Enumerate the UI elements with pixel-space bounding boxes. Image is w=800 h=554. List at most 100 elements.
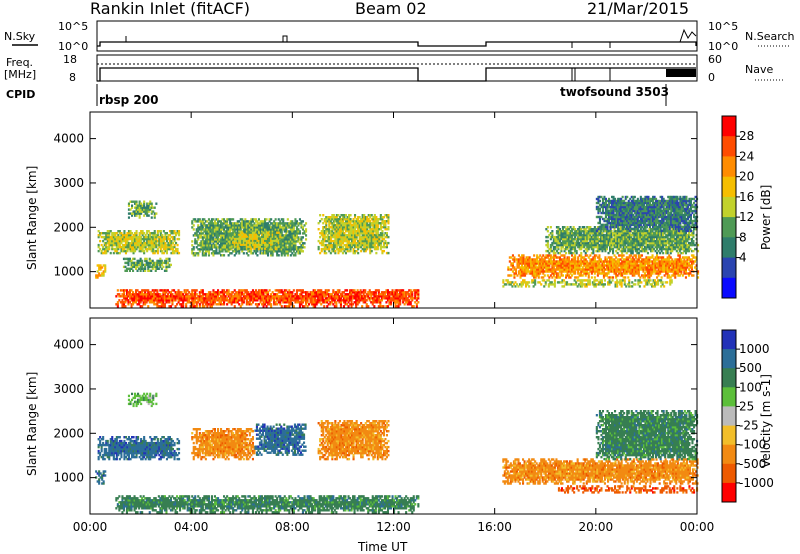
data-cell-1 bbox=[126, 233, 129, 237]
data-cell-0 bbox=[397, 297, 400, 300]
data-cell-0 bbox=[292, 297, 295, 300]
data-cell-0 bbox=[312, 301, 315, 304]
data-cell-0 bbox=[220, 297, 223, 300]
data-cell-5 bbox=[301, 250, 304, 253]
data-cell-4 bbox=[147, 214, 150, 217]
data-cell-0 bbox=[286, 301, 289, 304]
data-cell-1 bbox=[124, 243, 127, 247]
data-cell-0 bbox=[276, 303, 279, 306]
nsky-trace bbox=[97, 41, 697, 47]
data-cell-1 bbox=[115, 235, 118, 239]
data-cell-0 bbox=[192, 289, 195, 292]
data-cell-0 bbox=[414, 295, 417, 298]
data-cell-1 bbox=[121, 235, 124, 239]
data-cell-4 bbox=[135, 200, 138, 203]
data-cell-0 bbox=[371, 291, 374, 294]
data-cell-0 bbox=[377, 297, 380, 300]
data-cell-0 bbox=[153, 295, 156, 298]
data-cell-0 bbox=[207, 297, 210, 300]
data-cell-0 bbox=[177, 291, 180, 294]
data-cell-0 bbox=[185, 291, 188, 294]
data-cell-0 bbox=[390, 293, 393, 296]
data-cell-0 bbox=[355, 301, 358, 304]
data-cell-0 bbox=[301, 299, 304, 302]
data-cell-0 bbox=[402, 297, 405, 300]
data-cell-0 bbox=[297, 289, 300, 292]
data-cell-1 bbox=[117, 241, 120, 245]
data-cell-5 bbox=[274, 218, 277, 221]
data-cell-1 bbox=[118, 230, 121, 233]
data-cell-0 bbox=[176, 295, 179, 298]
data-cell-6 bbox=[230, 245, 233, 248]
data-cell-0 bbox=[282, 299, 285, 302]
nsearch-tick-top: 10^5 bbox=[708, 20, 738, 33]
data-cell-0 bbox=[233, 297, 236, 300]
data-cell-0 bbox=[280, 289, 283, 292]
data-cell-0 bbox=[295, 289, 298, 292]
data-cell-0 bbox=[148, 291, 151, 294]
data-cell-0 bbox=[159, 293, 162, 296]
data-cell-0 bbox=[218, 297, 221, 300]
data-cell-0 bbox=[408, 301, 411, 304]
data-cell-0 bbox=[264, 289, 267, 292]
data-cell-1 bbox=[100, 243, 103, 247]
data-cell-7 bbox=[385, 232, 388, 235]
data-cell-0 bbox=[250, 293, 253, 296]
data-cell-1 bbox=[97, 245, 100, 249]
data-cell-0 bbox=[377, 299, 380, 302]
data-cell-0 bbox=[212, 299, 215, 302]
data-cell-8 bbox=[528, 285, 531, 288]
data-cell-6 bbox=[271, 245, 274, 248]
data-cell-0 bbox=[180, 293, 183, 296]
nsky-panel-frame bbox=[96, 20, 698, 52]
data-cell-0 bbox=[220, 299, 223, 302]
data-cell-0 bbox=[163, 299, 166, 302]
data-cell-0 bbox=[393, 295, 396, 298]
data-cell-0 bbox=[224, 297, 227, 300]
data-cell-0 bbox=[142, 289, 145, 292]
data-cell-1 bbox=[106, 232, 109, 235]
data-cell-1 bbox=[115, 239, 118, 243]
data-cell-0 bbox=[352, 297, 355, 300]
data-cell-1 bbox=[117, 247, 120, 251]
data-cell-0 bbox=[239, 293, 242, 296]
data-cell-1 bbox=[153, 230, 156, 233]
data-cell-0 bbox=[229, 295, 232, 298]
data-cell-0 bbox=[160, 303, 163, 306]
data-cell-0 bbox=[128, 289, 131, 292]
data-cell-1 bbox=[102, 251, 105, 255]
data-cell-0 bbox=[144, 303, 147, 306]
data-cell-1 bbox=[126, 232, 129, 235]
data-cell-0 bbox=[377, 291, 380, 294]
data-cell-0 bbox=[376, 301, 379, 304]
data-cell-0 bbox=[289, 303, 292, 306]
data-cell-0 bbox=[326, 305, 329, 308]
data-cell-0 bbox=[388, 291, 391, 294]
data-cell-0 bbox=[235, 291, 238, 294]
data-cell-1 bbox=[99, 232, 102, 235]
data-cell-0 bbox=[153, 291, 156, 294]
data-cell-0 bbox=[408, 295, 411, 298]
data-cell-0 bbox=[251, 293, 254, 296]
data-cell-0 bbox=[409, 295, 412, 298]
data-cell-0 bbox=[305, 295, 308, 298]
data-cell-0 bbox=[229, 297, 232, 300]
data-cell-0 bbox=[147, 293, 150, 296]
data-cell-0 bbox=[233, 295, 236, 298]
data-cell-0 bbox=[262, 291, 265, 294]
data-cell-0 bbox=[368, 293, 371, 296]
data-cell-0 bbox=[303, 305, 306, 308]
data-cell-0 bbox=[180, 305, 183, 308]
data-cell-0 bbox=[346, 293, 349, 296]
data-cell-0 bbox=[370, 291, 373, 294]
data-cell-0 bbox=[285, 305, 288, 308]
data-cell-1 bbox=[108, 241, 111, 245]
data-cell-0 bbox=[315, 301, 318, 304]
data-cell-1 bbox=[115, 232, 118, 235]
data-cell-0 bbox=[353, 301, 356, 304]
data-cell-0 bbox=[245, 297, 248, 300]
data-cell-0 bbox=[253, 295, 256, 298]
data-cell-1 bbox=[120, 235, 123, 239]
data-cell-0 bbox=[125, 289, 128, 292]
data-cell-0 bbox=[303, 297, 306, 300]
